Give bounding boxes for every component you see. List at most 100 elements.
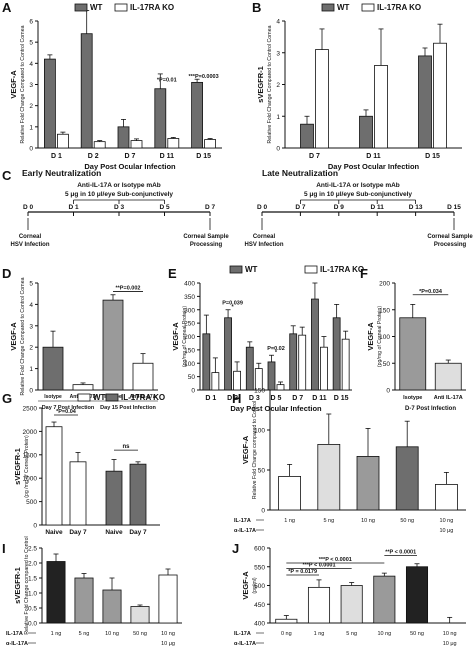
bar — [130, 606, 150, 624]
x-tick-label: D 11 — [160, 153, 175, 160]
x-tick-label: D 11 — [312, 395, 327, 402]
y-tick-label: 50 — [383, 361, 391, 368]
bar-wt — [245, 346, 254, 391]
bar-ko — [211, 372, 220, 391]
treatment-row-label: IL-17A — [234, 518, 251, 524]
bar — [317, 443, 341, 511]
bar-wt — [332, 317, 341, 391]
bar-wt — [154, 88, 167, 149]
panel-letter: A — [2, 0, 12, 15]
panel-letter: B — [252, 0, 261, 15]
bar — [69, 461, 87, 526]
bar-ko — [204, 139, 217, 149]
treatment-row-label: IL-17A — [234, 631, 251, 637]
treatment-row-label: α-IL-17A — [6, 641, 28, 647]
y-axis-label: VEGF-A — [241, 435, 250, 464]
y-tick-label: 100 — [379, 334, 390, 341]
significance-label: *P=0.01 — [157, 77, 177, 83]
y-axis-label: sVEGFR-1 — [256, 66, 265, 103]
y-tick-label: 2 — [276, 82, 280, 89]
x-tick-label: D 15 — [196, 153, 211, 160]
bar-wt — [117, 126, 130, 149]
late-day-label: D 7 — [295, 204, 306, 211]
x-tick-label: Naive — [45, 529, 63, 536]
bar-wt — [267, 361, 276, 391]
bar — [275, 618, 298, 624]
y-axis-sublabel: (pg/mg of Corneal Protein) — [182, 306, 188, 367]
x-tick-label: D 15 — [425, 153, 440, 160]
y-tick-label: 0.0 — [28, 621, 37, 628]
y-axis-label: VEGF-A — [9, 70, 18, 99]
y-tick-label: 1.5 — [28, 576, 37, 583]
bar — [434, 362, 462, 391]
panel-a: A 0 1 2 3 4 5 6 VEGF-A Relative Fold Change Compa… — [2, 0, 222, 171]
x-tick-label: Anti-IL-17A — [130, 394, 157, 400]
y-tick-label: 400 — [254, 621, 265, 628]
dose-label: 50 ng — [400, 518, 414, 524]
y-tick-label: 3 — [276, 50, 280, 57]
significance-label: ns — [122, 444, 130, 450]
bar — [307, 586, 331, 624]
dose-label: 5 ng — [79, 631, 90, 637]
y-axis-sublabel: Relative Fold Change compared to Control — [252, 401, 258, 499]
y-tick-label: 150 — [379, 307, 390, 314]
dose-label: 10 ng — [443, 631, 457, 637]
x-tick-label: Naive — [105, 529, 123, 536]
y-tick-label: 0 — [33, 523, 37, 530]
y-tick-label: 0.5 — [28, 606, 37, 613]
y-tick-label: 100 — [254, 428, 265, 435]
legend-label: WT — [245, 265, 258, 274]
y-tick-label: 1 — [29, 124, 33, 131]
panel-letter: J — [232, 541, 239, 556]
late-left-caption: Corneal — [253, 234, 276, 240]
x-tick-label: D 3 — [249, 395, 260, 402]
y-tick-label: 50 — [258, 468, 266, 475]
y-tick-label: 5 — [29, 40, 33, 47]
bar-wt — [300, 123, 314, 149]
group-label: Day 15 Post Infection — [100, 405, 156, 411]
late-day-label: D 13 — [409, 204, 423, 211]
y-tick-label: 1500 — [23, 452, 38, 459]
legend-swatch — [77, 393, 91, 402]
y-axis-label: VEGF-A — [171, 322, 180, 351]
legend-label: IL-17RA KO — [320, 265, 364, 274]
panel-j: J 400 450 500 550 600 VEGF-A (pg/ml) 0 ng 1 ng 5 n… — [232, 541, 466, 647]
y-tick-label: 2 — [29, 103, 33, 110]
y-tick-label: 0 — [276, 146, 280, 153]
y-axis-sublabel: Relative Fold Change Compared to Control… — [267, 25, 273, 143]
y-tick-label: 0 — [191, 388, 195, 395]
significance-label: *P=0.034 — [419, 289, 443, 295]
y-tick-label: 2.5 — [28, 546, 37, 553]
x-axis-label: Day Post Ocular Infection — [84, 162, 176, 171]
legend-swatch — [114, 3, 128, 12]
y-axis-sublabel: Relative Fold Change Compared to Control… — [20, 25, 26, 143]
significance-label: *P=0.04 — [56, 409, 77, 415]
x-tick-label: D 7 — [309, 153, 320, 160]
bar — [129, 463, 147, 526]
bar — [45, 426, 63, 526]
y-tick-label: 350 — [184, 294, 195, 301]
bar — [373, 575, 396, 624]
dose-label: 50 ng — [410, 631, 424, 637]
dose-label: 1 ng — [284, 518, 295, 524]
panel-d: D 0 1 2 3 4 5 VEGF-A Relative Fold Change Compar… — [2, 266, 158, 411]
late-day-label: D 0 — [257, 204, 268, 211]
y-axis-sublabel: (pg /mg of Corneal Protein) — [24, 435, 30, 498]
y-axis-label: VEGF-A — [9, 322, 18, 351]
x-tick-label: Isotype — [44, 394, 62, 400]
panel-letter: H — [232, 391, 241, 406]
late-day-label: D 9 — [334, 204, 345, 211]
y-tick-label: 500 — [254, 583, 265, 590]
early-title: Early Neutralization — [22, 168, 101, 178]
bar — [395, 446, 419, 511]
x-axis-label: Day Post Ocular Infection — [328, 162, 420, 171]
y-tick-label: 150 — [254, 388, 265, 395]
panel-letter: E — [168, 266, 177, 281]
antibody-dose-label: 10 μg — [161, 641, 175, 647]
late-left-caption: HSV Infection — [244, 242, 283, 248]
treatment-row-label: α-IL-17A — [234, 528, 256, 534]
y-tick-label: 4 — [29, 61, 33, 68]
early-day-label: D 1 — [68, 204, 79, 211]
dose-label: 1 ng — [314, 631, 325, 637]
